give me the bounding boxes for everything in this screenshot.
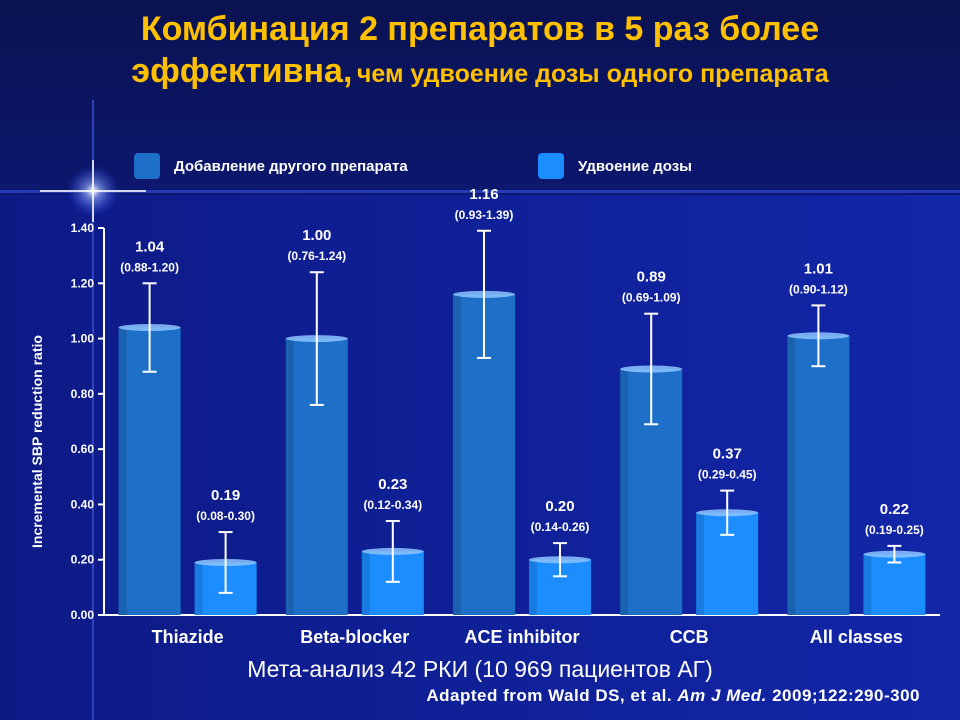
data-label-value: 0.23 <box>378 476 407 493</box>
y-tick-label: 0.80 <box>71 387 95 401</box>
title-line-1: Комбинация 2 препаратов в 5 раз более <box>140 10 820 48</box>
data-label-ci: (0.88-1.20) <box>120 260 179 274</box>
data-label-ci: (0.93-1.39) <box>455 208 514 222</box>
bar-shade <box>118 327 127 615</box>
citation-journal: Am J Med. <box>677 686 767 705</box>
legend-item-add-drug: Добавление другого препарата <box>134 152 408 180</box>
x-category-label: All classes <box>810 627 903 647</box>
data-label-value: 0.20 <box>545 498 574 515</box>
data-label-ci: (0.14-0.26) <box>531 520 590 534</box>
bar-shade <box>453 294 461 615</box>
data-label-ci: (0.08-0.30) <box>196 509 255 523</box>
legend-label-double-dose: Удвоение дозы <box>578 157 692 175</box>
bar-shade <box>529 559 537 615</box>
data-label-ci: (0.19-0.25) <box>865 523 924 537</box>
legend-swatch-add-drug <box>134 153 160 179</box>
data-label-value: 0.19 <box>211 487 240 504</box>
data-label-value: 0.89 <box>637 269 666 286</box>
data-label-value: 1.16 <box>469 186 498 203</box>
chart-bars <box>118 229 926 615</box>
slide-title: Комбинация 2 препаратов в 5 раз более эф… <box>0 8 960 99</box>
y-tick-label: 1.40 <box>71 221 95 235</box>
data-label-value: 1.00 <box>302 227 331 244</box>
citation-authors: Adapted from Wald DS, et al. <box>426 686 678 705</box>
bar-shade <box>285 338 294 615</box>
y-tick-label: 1.00 <box>71 332 95 346</box>
chart-labels: Thiazide 1.04 (0.88-1.20) 0.19 (0.08-0.30) Be… <box>120 186 924 647</box>
data-label-value: 0.22 <box>880 501 909 518</box>
data-label-ci: (0.76-1.24) <box>287 249 346 263</box>
title-line-2-rest: чем удвоение дозы одного препарата <box>356 60 829 88</box>
legend-label-add-drug: Добавление другого препарата <box>174 157 408 175</box>
data-label-ci: (0.69-1.09) <box>622 291 681 305</box>
citation: Adapted from Wald DS, et al. Am J Med. 2… <box>426 686 920 706</box>
bar-shade <box>361 551 370 615</box>
y-tick-label: 0.20 <box>71 553 95 567</box>
x-category-label: CCB <box>670 627 709 647</box>
bar <box>787 335 850 615</box>
bar-shade <box>787 335 796 615</box>
data-label-ci: (0.90-1.12) <box>789 282 848 296</box>
x-category-label: ACE inhibitor <box>465 627 580 647</box>
bar-shade <box>194 562 203 615</box>
bar <box>118 327 181 615</box>
legend-item-double-dose: Удвоение дозы <box>538 152 692 180</box>
citation-details: 2009;122:290-300 <box>766 686 920 705</box>
meta-analysis-note: Мета-анализ 42 РКИ (10 969 пациентов АГ) <box>247 656 713 682</box>
y-tick-label: 0.60 <box>71 442 95 456</box>
y-tick-label: 0.00 <box>71 608 95 622</box>
data-label-value: 1.01 <box>804 260 833 277</box>
y-tick-label: 0.40 <box>71 497 95 511</box>
bar <box>863 554 926 615</box>
data-label-value: 1.04 <box>135 238 165 255</box>
title-line-2-bold: эффективна, <box>131 52 353 90</box>
bar-shade <box>863 554 872 615</box>
y-axis-label: Incremental SBP reduction ratio <box>29 335 45 548</box>
x-category-label: Thiazide <box>152 627 224 647</box>
data-label-ci: (0.29-0.45) <box>698 468 757 482</box>
legend-swatch-double-dose <box>538 153 564 179</box>
bar-shade <box>696 512 705 615</box>
data-label-ci: (0.12-0.34) <box>363 498 422 512</box>
data-label-value: 0.37 <box>713 446 742 463</box>
y-tick-label: 1.20 <box>71 276 95 290</box>
bar-shade <box>620 368 629 615</box>
x-category-label: Beta-blocker <box>300 627 409 647</box>
